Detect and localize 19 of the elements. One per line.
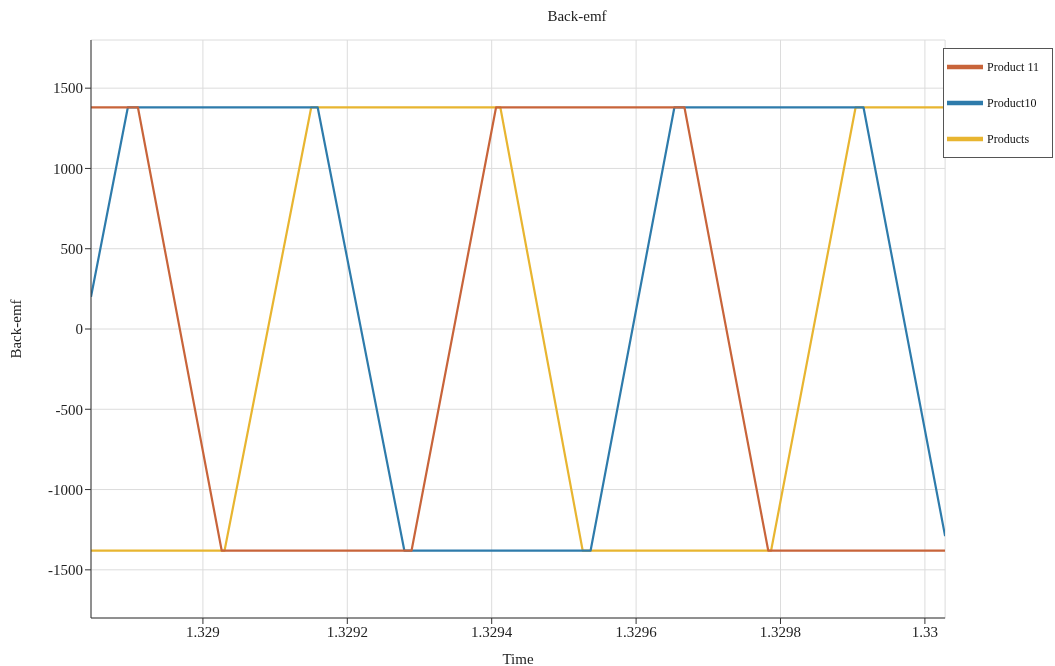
chart-title: Back-emf (546, 8, 608, 25)
y-tick-label: -500 (55, 401, 83, 418)
x-tick-label: 1.33 (911, 623, 939, 640)
y-tick-label: 1500 (53, 80, 83, 97)
y-tick-label: -1000 (48, 481, 83, 498)
x-tick-label: 1.3296 (615, 623, 658, 640)
x-tick-label: 1.329 (186, 623, 220, 640)
y-axis-title: Back-emf (8, 299, 25, 359)
legend-label: Product 11 (987, 59, 1039, 74)
y-tick-label: -1500 (48, 562, 83, 579)
x-tick-label: 1.3298 (759, 623, 802, 640)
y-tick-label: 500 (60, 241, 83, 258)
legend-label: Products (987, 131, 1030, 146)
x-axis-title: Time (502, 651, 534, 666)
y-tick-label: 0 (75, 321, 83, 338)
y-tick-label: 1000 (53, 160, 83, 177)
x-tick-label: 1.3292 (326, 623, 368, 640)
x-tick-label: 1.3294 (471, 623, 513, 640)
legend-label: Product10 (987, 95, 1037, 110)
